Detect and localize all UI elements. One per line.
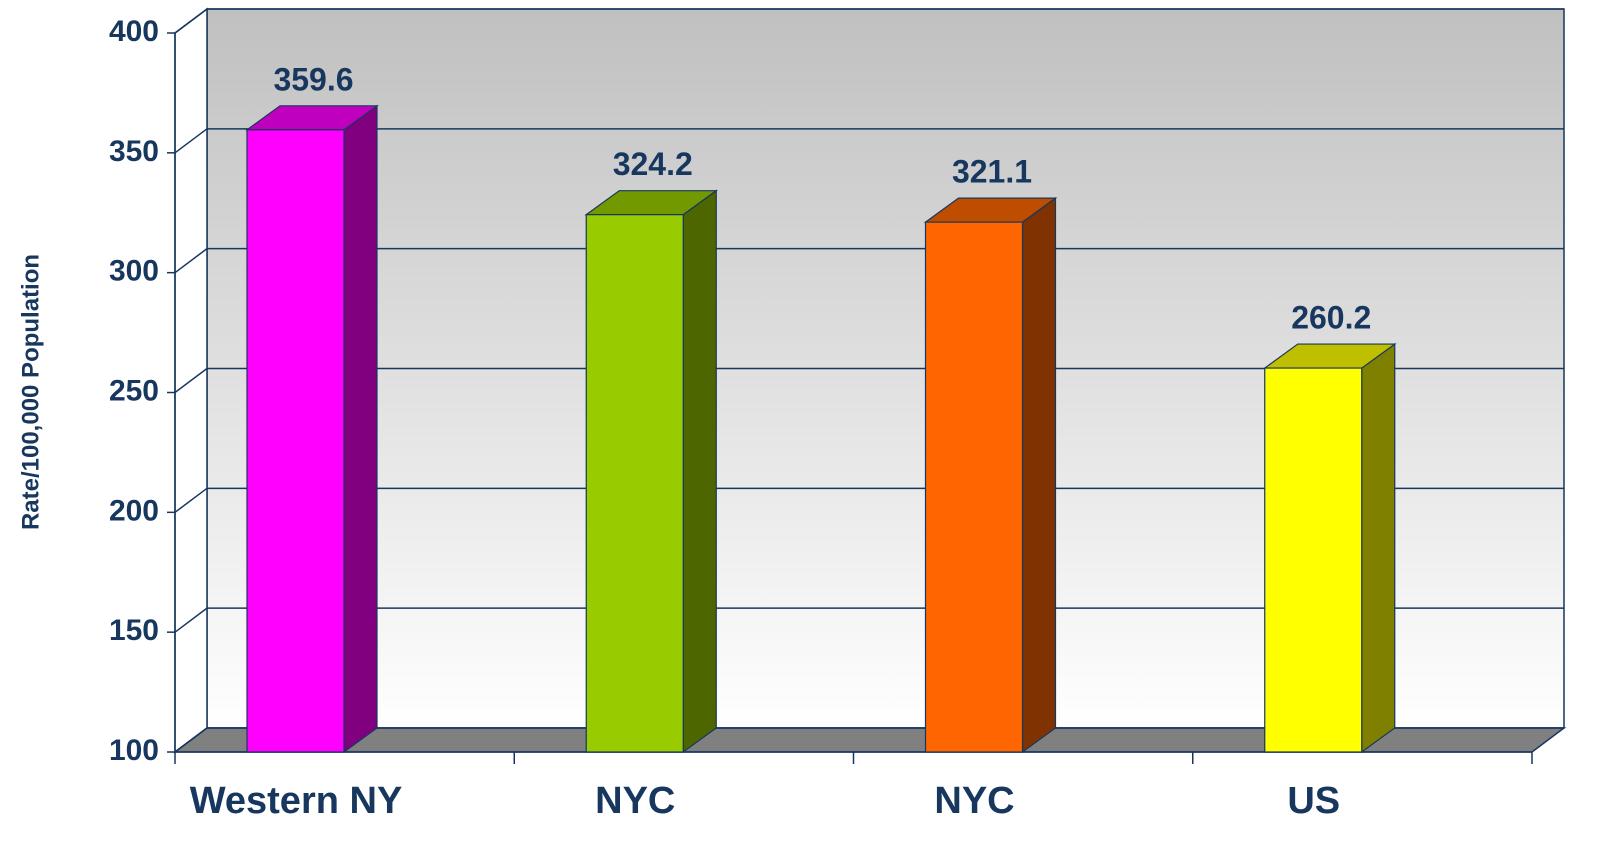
grid-line xyxy=(174,247,1564,274)
bar-side xyxy=(1361,342,1396,754)
y-tick-label: 400 xyxy=(109,15,159,48)
y-tick-label: 150 xyxy=(109,614,159,647)
value-label: 359.6 xyxy=(273,61,353,97)
y-axis-label: Rate/100,000 Population xyxy=(17,254,44,530)
grid-line xyxy=(174,727,1564,753)
y-tick-label: 100 xyxy=(109,734,159,767)
x-tick-label: Western NY xyxy=(190,780,403,822)
value-label: 260.2 xyxy=(1291,300,1371,336)
y-tick-label: 350 xyxy=(109,135,159,168)
bar xyxy=(1264,367,1363,753)
grid-line xyxy=(174,128,1564,154)
bar-side xyxy=(1021,196,1057,754)
y-tick-label: 300 xyxy=(109,255,159,288)
grid-line xyxy=(174,607,1564,633)
bar xyxy=(924,221,1024,753)
x-tick-label: NYC xyxy=(595,780,675,822)
grid-line xyxy=(174,367,1564,394)
bar-side xyxy=(682,189,717,754)
y-tick-label: 250 xyxy=(109,374,159,407)
value-label: 324.2 xyxy=(613,146,693,182)
value-label: 321.1 xyxy=(952,154,1032,190)
y-tick-label: 200 xyxy=(109,494,159,527)
plot: 100 150 200 250 300 350 400 Western NY 359.6 NYC 3… xyxy=(109,7,1567,822)
bar-side xyxy=(343,104,378,754)
bar xyxy=(585,214,684,753)
x-tick-label: NYC xyxy=(934,780,1014,822)
grid-line xyxy=(174,8,1564,34)
bar xyxy=(246,129,345,753)
grid-line xyxy=(174,487,1564,513)
x-tick-label: US xyxy=(1287,780,1340,822)
